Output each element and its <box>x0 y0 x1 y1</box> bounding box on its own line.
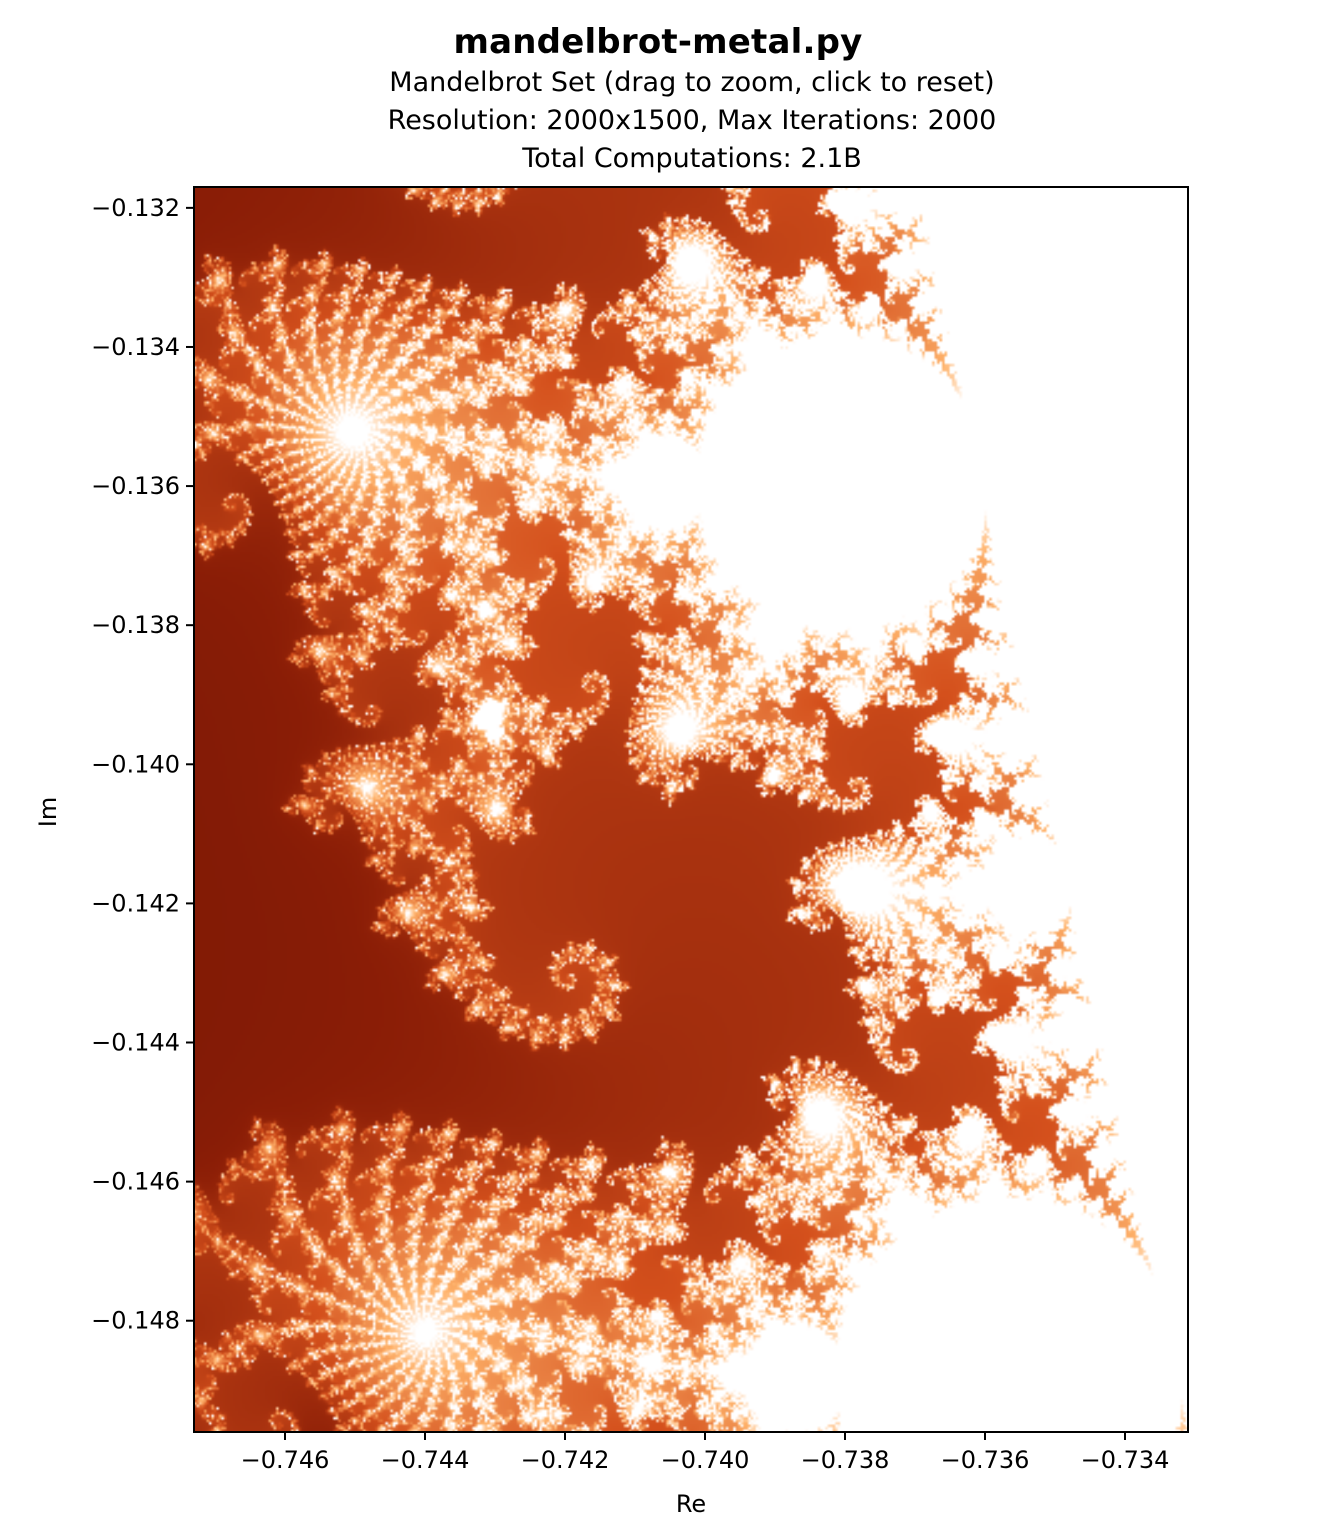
y-tick-label: −0.138 <box>91 611 180 639</box>
subtitle-line-resolution: Resolution: 2000x1500, Max Iterations: 2… <box>387 105 997 136</box>
x-tick-label: −0.734 <box>1081 1446 1170 1474</box>
subtitle-line-instructions: Mandelbrot Set (drag to zoom, click to r… <box>389 67 995 98</box>
y-tick-label: −0.134 <box>91 333 180 361</box>
window-title: mandelbrot-metal.py <box>453 22 863 62</box>
y-tick-label: −0.132 <box>91 194 180 222</box>
y-tick-label: −0.148 <box>91 1307 180 1335</box>
x-axis-label: Re <box>676 1490 706 1518</box>
y-tick-label: −0.140 <box>91 750 180 778</box>
x-axis: −0.746 −0.744 −0.742 −0.740 −0.738 −0.736 −0.7… <box>241 1432 1170 1474</box>
y-tick-label: −0.144 <box>91 1029 180 1057</box>
x-tick-label: −0.744 <box>381 1446 470 1474</box>
y-tick-label: −0.142 <box>91 889 180 917</box>
plot-subtitle: Mandelbrot Set (drag to zoom, click to r… <box>360 64 1024 178</box>
x-tick-label: −0.746 <box>241 1446 330 1474</box>
x-tick-label: −0.736 <box>941 1446 1030 1474</box>
plot-frame <box>193 186 1189 1433</box>
y-axis-label: Im <box>34 797 62 827</box>
subtitle-line-computations: Total Computations: 2.1B <box>522 143 862 174</box>
mandelbrot-image[interactable] <box>194 187 1188 1432</box>
y-tick-label: −0.146 <box>91 1168 180 1196</box>
x-tick-label: −0.740 <box>661 1446 750 1474</box>
x-tick-label: −0.742 <box>521 1446 610 1474</box>
y-axis: −0.132 −0.134 −0.136 −0.138 −0.140 −0.142 −0.1… <box>91 194 194 1335</box>
plot-area[interactable] <box>194 187 1188 1432</box>
x-tick-label: −0.738 <box>801 1446 890 1474</box>
y-tick-label: −0.136 <box>91 472 180 500</box>
